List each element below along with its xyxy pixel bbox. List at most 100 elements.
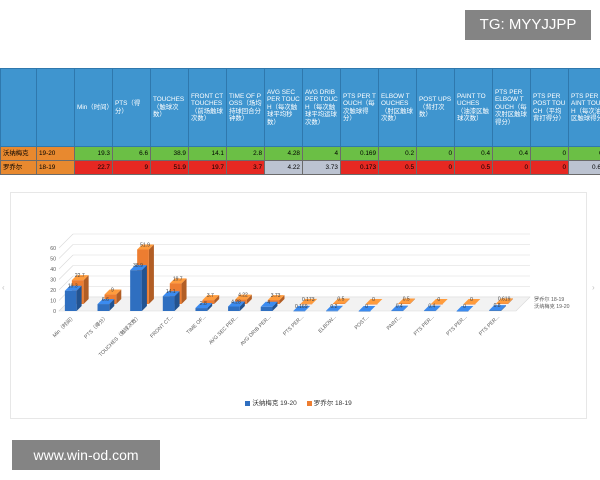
bar-side xyxy=(181,278,187,304)
data-label: 9 xyxy=(111,288,114,294)
season-cell: 19-20 xyxy=(36,146,75,161)
bar-top xyxy=(202,295,220,301)
bar-side xyxy=(246,294,252,304)
data-label: 0.619 xyxy=(498,296,511,302)
gridline-side xyxy=(58,254,74,270)
stat-value-cell: 0.4 xyxy=(454,146,493,161)
bar-top xyxy=(496,298,513,304)
table-header-cell: Min（时间） xyxy=(74,68,113,147)
stat-value-cell: 3.7 xyxy=(226,160,265,175)
x-tick-label: Min（时间） xyxy=(50,313,76,339)
legend-label: 罗乔尔 18-19 xyxy=(313,400,352,407)
bar-top xyxy=(463,299,481,304)
bar xyxy=(365,304,378,305)
stat-value-cell: 0.5 xyxy=(454,160,493,175)
bar xyxy=(391,310,404,312)
table-header-cell: AVG DRIB PER TOUCH（每次触球平均运球次数） xyxy=(302,68,341,147)
bar-side xyxy=(500,305,506,311)
bar-top xyxy=(326,305,343,311)
x-tick-label: PTS PER... xyxy=(413,314,436,337)
bar-side xyxy=(83,275,89,304)
stat-value-cell: 0 xyxy=(530,146,569,161)
table-header-cell: PTS PER PAINT TOUCH（每次油漆区触球得分） xyxy=(568,68,600,147)
bar xyxy=(326,310,338,312)
watermark-bottom-left: www.win-od.com xyxy=(12,440,160,470)
x-tick-label: PTS PER... xyxy=(282,314,305,337)
stat-value-cell: 19.7 xyxy=(188,160,227,175)
stat-value-cell: 0 xyxy=(530,160,569,175)
bar-side xyxy=(148,244,154,304)
stat-value-cell: 19.3 xyxy=(74,146,113,161)
stat-value-cell: 0.5 xyxy=(378,160,417,175)
stats-table: Min（时间） PTS（得分） TOUCHES（触球次数） FRONT CT TOUC… xyxy=(0,68,600,175)
bar xyxy=(260,306,273,311)
x-tick-label: AVG DRIB PER... xyxy=(239,314,272,347)
legend-item: 沃纳梅克 19-20 xyxy=(245,400,297,407)
table-header-cell: FRONT CT TOUCHES（前场触球次数） xyxy=(188,68,227,147)
table-header-cell: AVG SEC PER TOUCH（每次触球平均秒数） xyxy=(264,68,303,147)
bar-side xyxy=(239,301,245,311)
stat-value-cell: 14.1 xyxy=(188,146,227,161)
bar-top xyxy=(64,285,82,291)
left-handle-mark: ‹ xyxy=(2,283,5,292)
data-label: 0.4 xyxy=(428,304,435,310)
bar-top xyxy=(228,301,245,307)
stat-value-cell: 38.9 xyxy=(150,146,189,161)
chart-legend: 沃纳梅克 19-20 罗乔尔 18-19 xyxy=(11,397,586,407)
y-tick-label: 10 xyxy=(50,299,56,305)
stat-value-cell: 22.7 xyxy=(74,160,113,175)
bar-top xyxy=(293,305,311,311)
gridline-side xyxy=(58,244,74,259)
bar xyxy=(489,310,501,311)
stat-value-cell: 0.8 xyxy=(568,146,600,161)
data-label: 0.4 xyxy=(396,304,403,310)
stat-value-cell: 0 xyxy=(416,146,455,161)
y-tick-label: 60 xyxy=(50,246,56,252)
bar-top xyxy=(398,298,416,304)
bar xyxy=(97,304,110,311)
data-label: 4.28 xyxy=(231,300,241,306)
x-tick-label: AVG SEC PER... xyxy=(208,314,240,346)
bar-top xyxy=(104,289,122,295)
right-handle-mark: › xyxy=(592,283,595,292)
bar-top xyxy=(162,291,180,297)
table-header-cell: PTS PER POST TOUCH（平均背打得分） xyxy=(530,68,569,147)
data-label: 3.73 xyxy=(271,293,281,299)
bar-top xyxy=(130,265,147,271)
bar-top xyxy=(71,275,89,281)
data-label: 0 xyxy=(437,297,440,303)
stat-value-cell: 0.619 xyxy=(568,160,600,175)
stat-value-cell: 2.8 xyxy=(226,146,265,161)
bar-top xyxy=(365,299,383,304)
data-label: 4.22 xyxy=(238,293,248,299)
legend-label: 沃纳梅克 19-20 xyxy=(252,400,297,407)
stat-value-cell: 0 xyxy=(416,160,455,175)
bar-top xyxy=(137,244,154,250)
bar-chart: 010203040506022.719.3Min（时间）96.6PTS（得分）5… xyxy=(50,233,570,358)
stats-table-container: Min（时间） PTS（得分） TOUCHES（触球次数） FRONT CT TOUC… xyxy=(0,68,600,175)
bar-top xyxy=(267,295,285,301)
legend-swatch xyxy=(306,400,312,406)
bar-top xyxy=(333,298,350,304)
data-label: 0 xyxy=(470,297,473,303)
bar xyxy=(202,300,215,304)
stat-value-cell: 6.6 xyxy=(112,146,151,161)
y-tick-label: 50 xyxy=(50,257,56,263)
bar-chart-panel: 0 10 20 30 40 50 60 22.7 19.3 Min（时间） 9 6.6 PTS（得分） 5… xyxy=(10,192,587,419)
y-tick-label: 40 xyxy=(50,267,56,273)
bar xyxy=(358,311,371,312)
stat-value-cell: 4.22 xyxy=(264,160,303,175)
depth-axis-label: 罗乔尔 18-19 xyxy=(534,295,564,303)
stat-value-cell: 0.4 xyxy=(492,146,531,161)
bar-side xyxy=(312,298,318,304)
bar-side xyxy=(109,299,115,311)
stat-value-cell: 0.169 xyxy=(340,146,379,161)
gridline-side xyxy=(58,275,74,291)
bar-top xyxy=(423,305,441,311)
gridline-side xyxy=(58,265,74,280)
bar-top xyxy=(391,305,409,311)
data-label: 0.2 xyxy=(330,304,337,310)
data-label: 0 xyxy=(372,297,375,303)
x-tick-label: FRONT CT... xyxy=(149,314,174,339)
data-label: 0.5 xyxy=(337,296,344,302)
